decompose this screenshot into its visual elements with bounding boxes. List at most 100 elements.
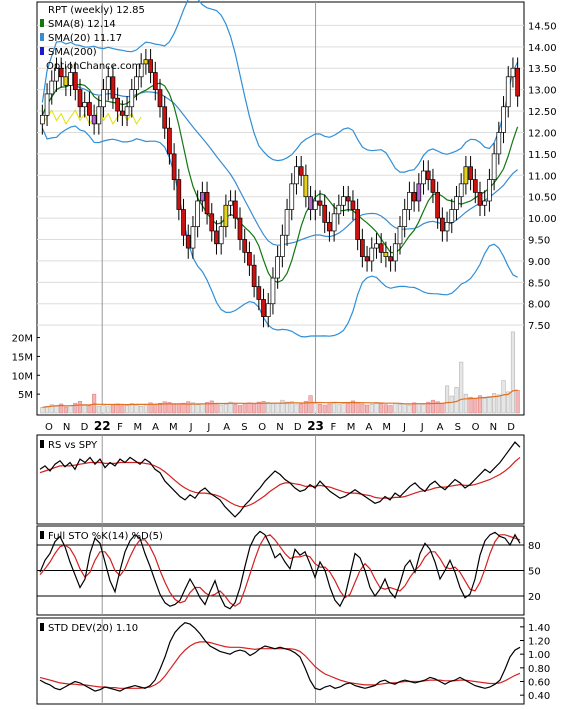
stoch-tick-label: 80	[528, 541, 541, 552]
candle-body	[458, 183, 464, 198]
x-tick-label: N	[276, 422, 283, 433]
volume-bar	[360, 403, 365, 414]
candle-body	[327, 222, 332, 232]
volume-bar	[270, 403, 275, 414]
candle-body	[440, 217, 445, 232]
candle-body	[148, 59, 153, 73]
price-tick-label: 13.00	[528, 86, 557, 97]
candle-body	[270, 277, 276, 305]
candle-body	[143, 59, 149, 65]
stoch-title-text: Full STO %K(14) %D(5)	[48, 531, 163, 542]
candle-body	[105, 76, 111, 90]
volume-bar	[101, 404, 106, 414]
std-tick-label: 0.80	[528, 664, 550, 675]
volume-bar	[294, 404, 299, 414]
volume-bar	[313, 402, 318, 414]
candle-body	[284, 209, 290, 236]
brand-label: OptionChance.com	[46, 61, 141, 72]
volume-bar	[214, 402, 219, 414]
std-tick-label: 1.40	[528, 623, 550, 634]
volume-tick-label: 20M	[12, 334, 33, 345]
candle-body	[58, 67, 64, 78]
volume-bar	[496, 394, 501, 414]
volume-bar	[506, 391, 511, 414]
volume-bar	[176, 404, 181, 414]
candle-body	[261, 299, 266, 317]
volume-bar	[346, 402, 351, 414]
volume-bar	[68, 405, 73, 414]
candle-body	[195, 200, 200, 228]
candle-body	[115, 97, 120, 112]
candle-body	[228, 200, 233, 206]
sma8-swatch	[40, 19, 44, 27]
volume-bar	[336, 404, 341, 414]
volume-average-line	[42, 389, 518, 408]
volume-bar	[317, 404, 323, 414]
candle-body	[40, 114, 45, 125]
stoch-d-line	[39, 534, 521, 607]
candle-body	[463, 166, 469, 185]
std-tick-label: 0.40	[528, 691, 550, 702]
candle-body	[204, 192, 210, 215]
std-title: STD DEV(20) 1.10	[40, 623, 138, 634]
candle-body	[355, 209, 360, 240]
volume-bar	[350, 400, 355, 414]
candle-body	[54, 67, 59, 82]
volume-bar	[40, 407, 45, 414]
volume-bar	[233, 404, 238, 414]
candle-body	[383, 252, 389, 257]
stoch-title: Full STO %K(14) %D(5)	[40, 531, 163, 542]
volume-bar	[172, 403, 177, 414]
candle-body	[360, 239, 365, 257]
candle-body	[152, 72, 158, 90]
stoch-title-swatch	[40, 531, 44, 539]
candle-body	[430, 179, 436, 193]
volume-bar	[77, 401, 83, 414]
volume-bar	[280, 399, 285, 414]
volume-bar	[487, 396, 492, 414]
candle-body	[129, 89, 135, 108]
volume-bar	[477, 395, 483, 414]
volume-bar	[473, 398, 478, 414]
volume-bar	[200, 403, 205, 414]
sma200-label: SMA(200)	[48, 47, 97, 58]
volume-bar	[120, 405, 125, 414]
candle-body	[449, 209, 455, 223]
sma20-label: SMA(20) 11.17	[48, 33, 122, 44]
candle-body	[378, 243, 384, 253]
volume-bar	[421, 404, 426, 414]
std-line	[39, 622, 521, 692]
candle-body	[190, 226, 196, 249]
candle-body	[289, 183, 295, 210]
volume-bar	[153, 403, 158, 414]
volume-bar	[162, 401, 167, 414]
candle-body	[374, 243, 379, 249]
volume-bar	[134, 404, 139, 414]
candle-body	[510, 67, 516, 78]
stoch-tick-label: 20	[528, 592, 541, 603]
x-tick-label: J	[420, 422, 424, 433]
candle-body	[275, 256, 280, 279]
candle-body	[162, 106, 168, 129]
indicator-lines	[39, 441, 521, 692]
volume-bar	[139, 405, 144, 414]
price-tick-label: 12.50	[528, 107, 557, 118]
stoch-tick-label: 50	[528, 567, 541, 578]
candle-body	[72, 72, 78, 90]
candle-body	[167, 127, 172, 155]
candle-body	[110, 76, 116, 99]
price-tick-label: 11.50	[528, 150, 557, 161]
x-tick-label: A	[152, 422, 159, 433]
x-tick-label: J	[206, 422, 210, 433]
rs-title-swatch	[40, 440, 44, 448]
volume-bar	[285, 401, 290, 414]
ticker-label: RPT (weekly) 12.85	[48, 5, 145, 16]
volume-bar	[459, 361, 464, 414]
candle-body	[96, 106, 102, 125]
volume-bar	[223, 403, 228, 414]
price-tick-label: 10.00	[528, 214, 557, 225]
candle-body	[101, 89, 106, 108]
candle-body	[392, 243, 398, 262]
volume-bar	[299, 403, 304, 414]
volume-bar	[454, 387, 459, 414]
